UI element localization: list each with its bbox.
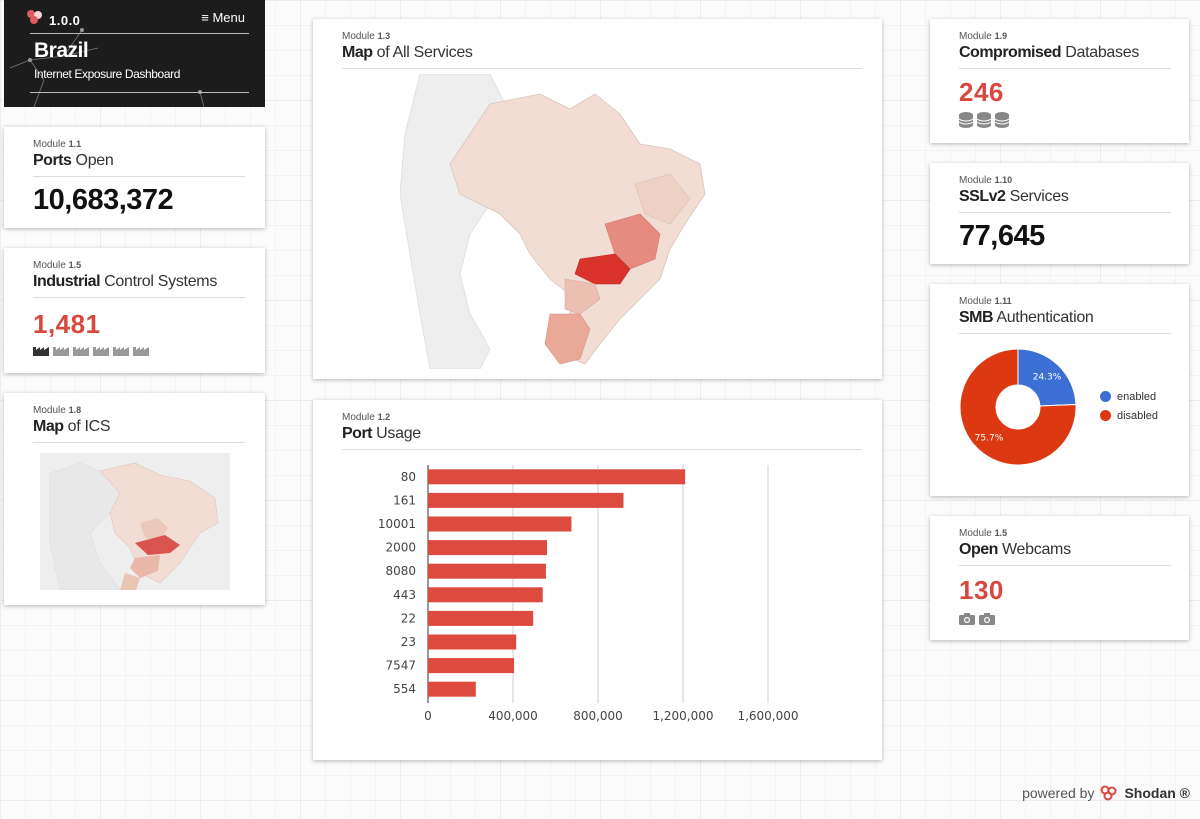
smb-donut-chart: 24.3% 75.7% (959, 348, 1077, 466)
bar[interactable] (428, 658, 515, 674)
factory-icons (33, 344, 149, 356)
bar[interactable] (428, 516, 572, 532)
module-label: Module 1.3 (342, 31, 391, 42)
x-tick-label: 1,600,000 (737, 709, 798, 723)
module-title: Ports Open (33, 152, 245, 177)
ports-open-value: 10,683,372 (33, 184, 174, 216)
dashboard-header: 1.0.0 ≡ Menu Brazil Internet Exposure Da… (4, 0, 265, 107)
divider (30, 33, 249, 34)
sslv2-value: 77,645 (959, 220, 1045, 252)
module-port-usage: Module 1.2 Port Usage 0 400,000 800,000 1,2… (313, 400, 882, 760)
module-label: Module 1.10 (959, 175, 1013, 186)
module-title: Port Usage (342, 425, 862, 450)
legend-label: disabled (1117, 409, 1158, 422)
menu-button[interactable]: ≡ Menu (201, 10, 245, 25)
module-title: Compromised Databases (959, 44, 1171, 69)
factory-icon (33, 347, 49, 356)
module-title: Industrial Control Systems (33, 273, 245, 298)
bar[interactable] (428, 540, 547, 556)
legend-swatch (1100, 391, 1111, 402)
module-label: Module 1.9 (959, 31, 1008, 42)
legend-label: enabled (1117, 390, 1157, 403)
module-label: Module 1.2 (342, 412, 391, 423)
module-map-of-all-services: Module 1.3 Map of All Services (313, 19, 882, 379)
module-sslv2-services: Module 1.10 SSLv2 Services 77,645 (930, 163, 1189, 264)
module-label: Module 1.1 (33, 139, 82, 150)
factory-icon (73, 347, 89, 356)
y-tick-label: 161 (393, 493, 416, 507)
smb-legend: enabled disabled (1100, 387, 1158, 425)
x-tick-label: 0 (424, 709, 432, 723)
dashboard-subtitle: Internet Exposure Dashboard (34, 67, 180, 81)
bar[interactable] (428, 681, 476, 697)
footer: powered by Shodan ® (1022, 785, 1190, 801)
module-map-of-ics: Module 1.8 Map of ICS (4, 393, 265, 605)
shodan-brand-link[interactable]: Shodan ® (1124, 785, 1190, 801)
y-tick-label: 554 (393, 682, 416, 696)
legend-item[interactable]: disabled (1100, 406, 1158, 425)
database-icon (959, 112, 973, 128)
bar[interactable] (428, 492, 624, 508)
x-tick-label: 1,200,000 (652, 709, 713, 723)
module-title: SSLv2 Services (959, 188, 1171, 213)
y-tick-label: 7547 (385, 659, 416, 673)
open-webcams-value: 130 (959, 575, 1004, 605)
legend-item[interactable]: enabled (1100, 387, 1158, 406)
x-tick-label: 800,000 (573, 709, 623, 723)
x-tick-label: 400,000 (488, 709, 538, 723)
database-icon (995, 112, 1009, 128)
module-industrial-control-systems: Module 1.5 Industrial Control Systems 1,… (4, 248, 265, 373)
shodan-logo-icon (27, 10, 42, 24)
y-tick-label: 22 (401, 611, 416, 625)
module-smb-authentication: Module 1.11 SMB Authentication 24.3% 75.7… (930, 284, 1189, 496)
y-tick-label: 10001 (378, 517, 416, 531)
pie-slice[interactable] (959, 348, 1077, 466)
y-tick-label: 8080 (385, 564, 416, 578)
services-map[interactable] (400, 74, 710, 369)
camera-icons (959, 612, 995, 625)
module-title: SMB Authentication (959, 309, 1171, 334)
factory-icon (93, 347, 109, 356)
bar[interactable] (428, 563, 546, 579)
ics-map[interactable] (40, 453, 230, 590)
module-title: Map of ICS (33, 418, 245, 443)
y-tick-label: 2000 (385, 541, 416, 555)
database-icons (959, 112, 1009, 128)
module-label: Module 1.5 (33, 260, 82, 271)
pie-slice[interactable] (1017, 348, 1077, 407)
module-label: Module 1.5 (959, 528, 1008, 539)
shodan-logo-icon (1100, 785, 1117, 801)
module-label: Module 1.8 (33, 405, 82, 416)
factory-icon (133, 347, 149, 356)
slice-label: 24.3% (1033, 373, 1062, 383)
module-title: Open Webcams (959, 541, 1171, 566)
y-tick-label: 443 (393, 588, 416, 602)
camera-icon (959, 613, 975, 625)
divider (30, 92, 249, 93)
powered-by-text: powered by (1022, 785, 1095, 801)
app-version: 1.0.0 (49, 13, 81, 28)
database-icon (977, 112, 991, 128)
port-usage-chart: 0 400,000 800,000 1,200,000 1,600,000 80 161 10… (378, 465, 799, 723)
bar[interactable] (428, 610, 534, 626)
camera-icon (979, 613, 995, 625)
module-open-webcams: Module 1.5 Open Webcams 130 (930, 516, 1189, 640)
bar[interactable] (428, 469, 686, 485)
ics-value: 1,481 (33, 309, 101, 339)
bar[interactable] (428, 634, 517, 650)
country-title: Brazil (34, 39, 89, 62)
network-decoration (9, 28, 205, 107)
module-ports-open: Module 1.1 Ports Open 10,683,372 (4, 127, 265, 228)
legend-swatch (1100, 410, 1111, 421)
slice-label: 75.7% (975, 433, 1004, 443)
module-title: Map of All Services (342, 44, 862, 69)
y-tick-label: 23 (401, 635, 416, 649)
y-tick-label: 80 (401, 470, 416, 484)
module-compromised-databases: Module 1.9 Compromised Databases 246 (930, 19, 1189, 143)
bar[interactable] (428, 587, 543, 603)
factory-icon (53, 347, 69, 356)
module-label: Module 1.11 (959, 296, 1012, 307)
factory-icon (113, 347, 129, 356)
compromised-databases-value: 246 (959, 77, 1004, 107)
